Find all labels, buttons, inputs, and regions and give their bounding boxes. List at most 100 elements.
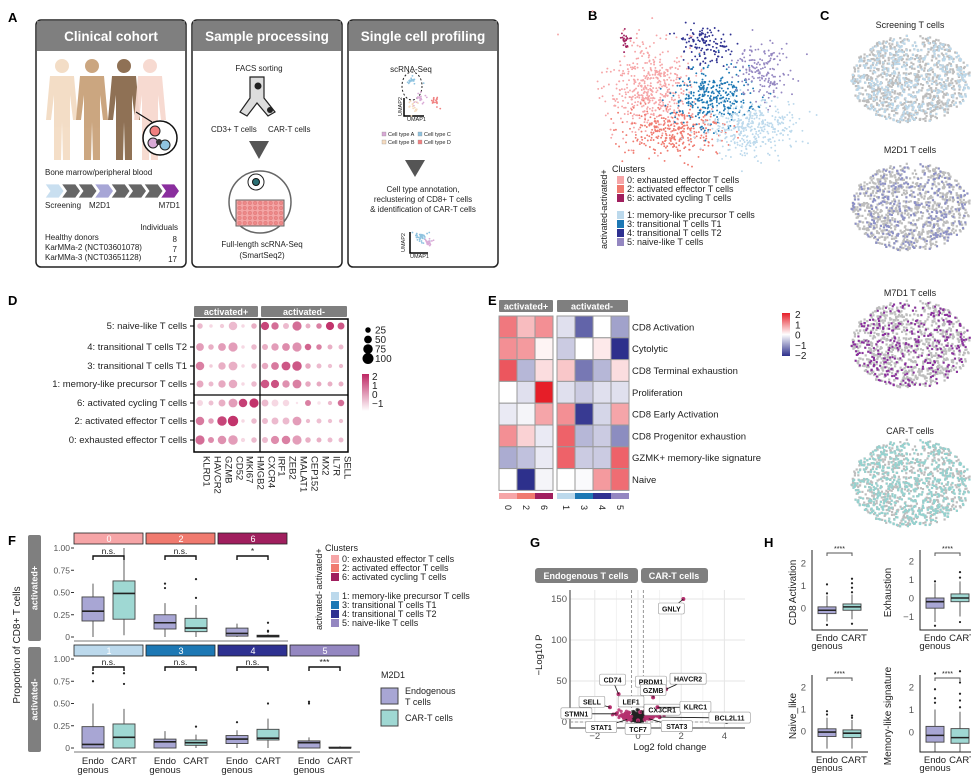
cell-point-cluster-2	[664, 117, 667, 120]
cell-point-cluster-3	[712, 92, 715, 95]
cell-point-cluster-1	[711, 127, 714, 130]
background-cell	[861, 99, 864, 102]
cell-point-cluster-0	[647, 72, 650, 75]
well	[253, 216, 258, 220]
cell-point-cluster-5	[769, 39, 772, 42]
cell-point-cluster-4	[716, 61, 718, 64]
highlighted-cell	[885, 41, 887, 44]
panel-label-e: E	[488, 293, 497, 308]
highlighted-cell	[961, 205, 964, 208]
highlighted-cell	[913, 114, 916, 116]
cell-point-cluster-5	[789, 69, 792, 72]
cell-point-cluster-2	[644, 124, 646, 127]
cell-point-cluster-5	[773, 58, 776, 60]
cell-point-cluster-4	[694, 55, 697, 58]
cell-point-cluster-1	[776, 108, 779, 111]
cell-point-cluster-3	[687, 94, 690, 97]
background-cell	[899, 37, 902, 40]
highlighted-cell	[870, 65, 873, 68]
cell-point-cluster-2	[699, 137, 702, 139]
background-cell	[921, 60, 924, 63]
cell-point-cluster-0	[633, 113, 636, 116]
cell-point-cluster-0	[672, 99, 675, 102]
background-cell	[919, 233, 922, 236]
umap-y-label: UMAP2	[398, 97, 404, 116]
background-cell	[867, 194, 870, 198]
cell-point-cluster-1	[755, 130, 758, 133]
cell-point-cluster-0	[655, 87, 658, 90]
background-cell	[908, 88, 911, 91]
background-cell	[886, 236, 889, 239]
cell-point-cluster-1	[778, 116, 781, 119]
cell-point-cluster-3	[735, 86, 738, 89]
highlighted-cell	[894, 82, 897, 85]
highlighted-cell	[939, 64, 942, 67]
cell-point-cluster-1	[760, 161, 763, 164]
cohort-name: KarMMa-3 (NCT03651128)	[45, 253, 142, 262]
highlighted-cell	[869, 94, 871, 97]
cell-point-cluster-4	[725, 45, 728, 48]
background-cell	[958, 88, 961, 91]
highlighted-cell	[882, 89, 885, 91]
background-cell	[876, 178, 879, 181]
background-cell	[941, 218, 944, 222]
cell-point-cluster-0	[640, 94, 643, 97]
well	[273, 211, 278, 215]
highlighted-cell	[899, 50, 902, 53]
cell-point-cluster-3	[728, 112, 731, 115]
cell-point-cluster-2	[659, 152, 662, 155]
cell-point-cluster-0	[597, 87, 600, 90]
background-cell	[926, 107, 929, 110]
cell-point-cluster-0	[623, 106, 626, 109]
background-cell	[875, 191, 878, 194]
cell-point-cluster-3	[703, 91, 706, 94]
panel-label-d: D	[8, 293, 17, 308]
background-cell	[945, 220, 948, 223]
chevron	[60, 183, 81, 199]
highlighted-cell	[888, 213, 891, 216]
background-cell	[891, 171, 894, 174]
cell-point-cluster-0	[663, 95, 666, 97]
cell-point-cluster-1	[723, 128, 726, 131]
cell-point-cluster-3	[732, 111, 734, 114]
chevron	[126, 183, 147, 199]
cell-point-cluster-0	[678, 82, 680, 84]
highlighted-cell	[895, 67, 898, 70]
cell-point-cluster-1	[775, 133, 778, 136]
highlighted-cell	[924, 55, 927, 58]
cell-point-cluster-1	[749, 110, 752, 113]
cell-point-cluster-5	[762, 75, 765, 78]
cell-point	[412, 78, 415, 81]
cell-point-cluster-3	[708, 80, 711, 83]
cell-point-cluster-1	[740, 130, 743, 133]
cell-point-cluster-0	[680, 91, 683, 94]
cell-point-cluster-4	[691, 58, 694, 61]
cell-point-cluster-1	[762, 136, 765, 139]
cell-point-cluster-3	[715, 99, 718, 102]
legend-swatch	[617, 238, 624, 246]
cell-point-cluster-2	[629, 127, 631, 130]
cell-point-cluster-0	[638, 96, 641, 99]
cell-point-cluster-2	[658, 114, 661, 117]
cell-point-cluster-0	[626, 63, 629, 66]
highlighted-cell	[877, 196, 880, 199]
cell-point	[432, 98, 435, 101]
highlighted-cell	[856, 78, 859, 81]
highlighted-cell	[854, 198, 857, 201]
background-cell	[866, 190, 869, 193]
cell-point-cluster-5	[760, 43, 763, 46]
highlighted-cell	[949, 47, 952, 50]
highlighted-cell	[909, 94, 912, 96]
cell-point-cluster-1	[722, 123, 725, 126]
cell-point-cluster-1	[738, 144, 741, 147]
highlighted-cell	[930, 101, 933, 104]
annotation-line: reclustering of CD8+ T cells	[374, 195, 472, 204]
cell-point-cluster-2	[640, 142, 643, 144]
well	[263, 206, 268, 210]
cell-point-cluster-0	[614, 99, 617, 102]
cell-point-cluster-3	[706, 107, 709, 110]
highlighted-cell	[914, 110, 917, 112]
cell-point-cluster-2	[639, 123, 642, 126]
cell-point-cluster-0	[650, 93, 653, 96]
background-cell	[882, 46, 885, 49]
